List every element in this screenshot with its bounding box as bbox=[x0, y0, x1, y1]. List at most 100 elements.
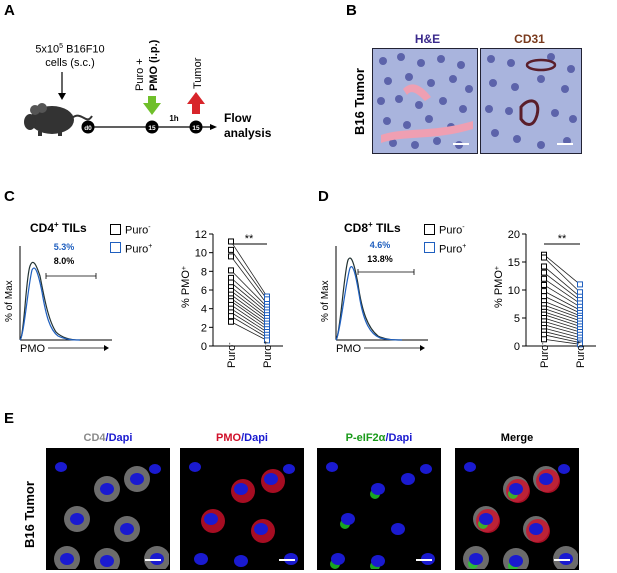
dapi-nucleus bbox=[55, 462, 67, 472]
y-axis-label: % PMO+ bbox=[493, 266, 505, 308]
e-title-1: PMO/Dapi bbox=[180, 432, 304, 444]
cd4-title-suffix: TILs bbox=[58, 221, 87, 235]
panel-label-e: E bbox=[4, 410, 15, 427]
cells-route: cells (s.c.) bbox=[45, 56, 95, 69]
cd8-hist-ylabel: % of Max bbox=[320, 280, 331, 322]
pair-line bbox=[230, 256, 268, 305]
cells-count: 5x10 bbox=[35, 43, 60, 56]
y-tick-label: 12 bbox=[195, 229, 207, 241]
pair-line bbox=[230, 304, 268, 330]
cd4-hist-puro-minus bbox=[19, 261, 81, 341]
pair-line bbox=[543, 314, 581, 327]
pair-line bbox=[543, 317, 581, 330]
cd8-title: CD8+ TILs bbox=[344, 220, 401, 235]
cd4-histogram: 5.3% 8.0% % of Max PMO bbox=[4, 242, 112, 355]
cd4-legend-plus: Puro+ bbox=[110, 239, 152, 258]
y-axis-label-sup: + bbox=[181, 266, 188, 270]
x-tick-label-sup: + bbox=[576, 341, 583, 345]
pair-line bbox=[230, 241, 268, 297]
cd8-paired-chart: 0 5 10 15 20 % PMO+ ** Puro- Puro+ bbox=[493, 229, 596, 368]
dapi-nucleus bbox=[100, 483, 114, 495]
dapi-nucleus bbox=[464, 462, 476, 472]
e-image-1 bbox=[180, 448, 304, 570]
y-tick-label: 2 bbox=[201, 322, 207, 334]
panel-label-b: B bbox=[346, 2, 357, 19]
y-tick-label: 0 bbox=[514, 341, 520, 353]
cd8-legend-plus: Puro+ bbox=[424, 239, 466, 258]
e-title-marker: Merge bbox=[500, 432, 534, 444]
point-puro-minus bbox=[541, 336, 547, 343]
legend-plus-sup: + bbox=[462, 242, 467, 250]
x-tick-label: Puro- bbox=[539, 342, 551, 368]
mouse-icon bbox=[24, 103, 93, 136]
point-puro-minus bbox=[228, 253, 234, 260]
y-tick-label: 0 bbox=[201, 341, 207, 353]
legend-minus-label: Puro bbox=[439, 224, 463, 237]
dapi-nucleus bbox=[204, 513, 218, 525]
panel-label-c: C bbox=[4, 188, 15, 205]
day15b-dot bbox=[189, 120, 203, 134]
legend-box-blue bbox=[424, 242, 435, 254]
legend-box-black bbox=[424, 223, 435, 235]
e-title-dapi: /Dapi bbox=[105, 432, 133, 444]
dapi-nucleus bbox=[509, 555, 523, 567]
pair-line bbox=[543, 290, 581, 311]
e-scale-bar bbox=[145, 559, 161, 561]
tumor-label: Tumor bbox=[192, 57, 204, 89]
day0-dot bbox=[81, 120, 95, 134]
pair-line bbox=[543, 300, 581, 317]
cells-line: B16F10 bbox=[63, 43, 105, 56]
pair-line bbox=[230, 282, 268, 313]
dapi-nucleus bbox=[469, 553, 483, 565]
e-image-0 bbox=[46, 448, 170, 570]
dapi-nucleus bbox=[283, 464, 295, 474]
pair-line bbox=[230, 312, 268, 336]
point-puro-minus bbox=[541, 254, 547, 261]
pair-line bbox=[230, 249, 268, 300]
point-puro-minus bbox=[541, 263, 547, 270]
significance-label: ** bbox=[558, 233, 567, 245]
dapi-nucleus bbox=[189, 462, 201, 472]
cd4-legend-minus: Puro- bbox=[110, 220, 152, 239]
point-puro-plus bbox=[577, 281, 583, 288]
pair-line bbox=[543, 320, 581, 333]
e-image-3 bbox=[455, 448, 579, 570]
timeline-diagram: d0 15 15 1h Puro + PMO (i.p.) Tumor Flow… bbox=[24, 39, 272, 140]
red-arrow-head bbox=[187, 92, 205, 104]
cd31-image bbox=[480, 48, 582, 154]
pmo-label: PMO (i.p.) bbox=[148, 39, 160, 91]
legend-box-blue bbox=[110, 242, 121, 254]
e-scale-bar bbox=[554, 559, 570, 561]
cd31-title: CD31 bbox=[514, 32, 545, 46]
point-puro-minus bbox=[228, 318, 234, 325]
pair-line bbox=[543, 304, 581, 319]
dapi-nucleus bbox=[234, 483, 248, 495]
pair-line bbox=[543, 338, 581, 345]
dapi-nucleus bbox=[60, 553, 74, 565]
y-tick-label: 15 bbox=[508, 257, 520, 269]
green-arrow-shaft bbox=[148, 96, 156, 104]
significance-label: ** bbox=[245, 233, 254, 245]
he-title: H&E bbox=[414, 32, 441, 46]
x-tick-label: Puro+ bbox=[575, 341, 587, 368]
dapi-nucleus bbox=[371, 483, 385, 495]
dapi-nucleus bbox=[371, 555, 385, 567]
analysis-label: analysis bbox=[224, 126, 272, 140]
pair-line bbox=[543, 295, 581, 314]
cd8-title-suffix: TILs bbox=[372, 221, 401, 235]
dapi-nucleus bbox=[264, 473, 278, 485]
x-tick-label-sup: - bbox=[540, 342, 547, 345]
cd8-hist-xlabel: PMO bbox=[336, 343, 362, 355]
dapi-nucleus bbox=[539, 473, 553, 485]
dapi-nucleus bbox=[194, 553, 208, 565]
cd4-paired-chart: 0 2 4 6 8 10 12 % PMO+ ** Puro- Puro+ bbox=[180, 229, 283, 368]
he-scale-bar bbox=[453, 143, 469, 145]
x-tick-label-sup: + bbox=[263, 341, 270, 345]
cd8-title-main: CD8 bbox=[344, 221, 369, 235]
pair-line bbox=[230, 290, 268, 319]
b16-tumor-label-b: B16 Tumor bbox=[352, 68, 367, 135]
y-tick-label: 4 bbox=[201, 304, 207, 316]
e-title-dapi: /Dapi bbox=[241, 432, 268, 444]
dapi-nucleus bbox=[130, 473, 144, 485]
point-puro-minus bbox=[541, 288, 547, 295]
